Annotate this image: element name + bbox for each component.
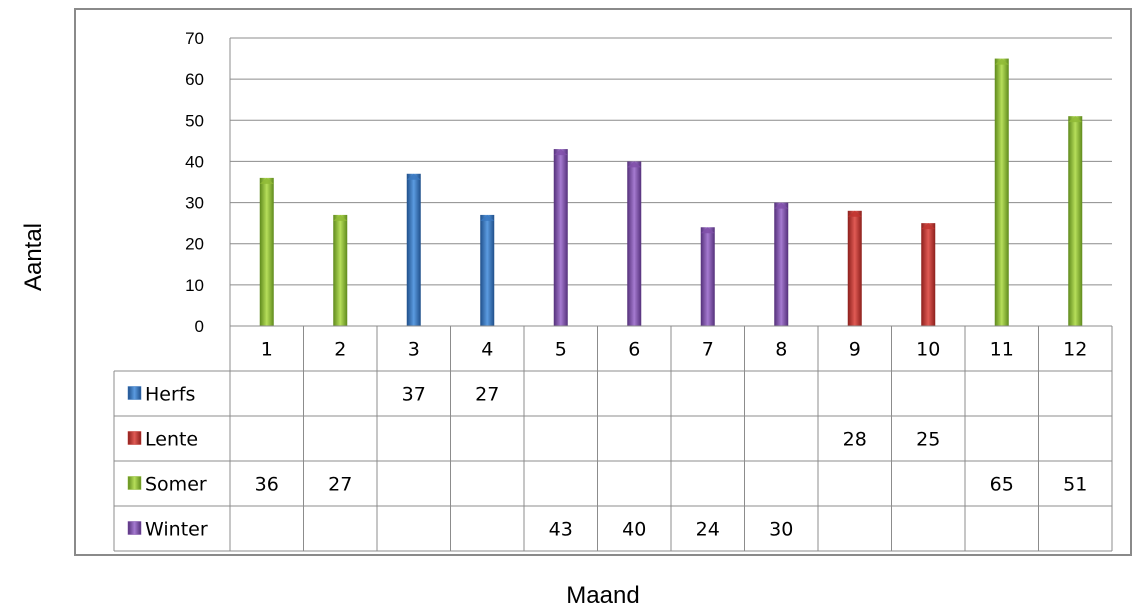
legend-key-somer <box>127 476 142 490</box>
bar <box>480 214 495 326</box>
bar <box>847 210 862 326</box>
bar-cap <box>480 214 495 221</box>
y-tick-label: 40 <box>185 152 204 171</box>
bar-cap <box>627 161 642 168</box>
x-tick-label: 1 <box>261 339 273 361</box>
legend-key-herfs <box>127 386 142 400</box>
bar-cap <box>847 210 862 217</box>
y-tick-label: 30 <box>185 194 204 213</box>
gridlines <box>229 37 1112 326</box>
bar <box>994 58 1009 326</box>
bar-body <box>847 210 862 326</box>
bar-cap <box>921 223 936 230</box>
x-tick-label: 5 <box>555 339 567 361</box>
y-tick-label: 20 <box>185 235 204 254</box>
y-tick-label: 60 <box>185 70 204 89</box>
y-tick-label: 10 <box>185 276 204 295</box>
bar-body <box>994 58 1009 326</box>
data-label: 40 <box>622 519 646 541</box>
x-tick-label: 3 <box>408 339 420 361</box>
x-tick-label: 10 <box>916 339 940 361</box>
bar-cap <box>1068 116 1083 123</box>
bar-body <box>700 227 715 326</box>
bar-cap <box>774 202 789 209</box>
legend-label-lente: Lente <box>145 429 198 451</box>
x-tick-label: 2 <box>334 339 346 361</box>
data-label: 51 <box>1063 474 1087 496</box>
bar <box>700 227 715 326</box>
y-tick-labels: 0 10 20 30 40 50 60 70 <box>185 29 204 336</box>
x-tick-label: 8 <box>775 339 787 361</box>
bar <box>333 214 348 326</box>
bar-body <box>480 214 495 326</box>
legend-key-lente <box>127 431 142 445</box>
bar-cap <box>259 177 274 184</box>
bar-body <box>627 161 642 326</box>
data-label: 65 <box>990 474 1014 496</box>
legend-label-herfs: Herfs <box>145 384 195 406</box>
x-tick-label: 6 <box>628 339 640 361</box>
bar-body <box>1068 116 1083 327</box>
legend-key-winter <box>127 521 142 535</box>
bar-body <box>774 202 789 326</box>
bar-body <box>259 177 274 326</box>
data-label: 30 <box>769 519 793 541</box>
x-tick-label: 7 <box>702 339 714 361</box>
bar-body <box>333 214 348 326</box>
data-label: 24 <box>696 519 720 541</box>
bar-cap <box>994 58 1009 65</box>
data-label: 27 <box>475 384 499 406</box>
data-label: 43 <box>549 519 573 541</box>
x-tick-label: 4 <box>481 339 493 361</box>
bar <box>627 161 642 326</box>
legend-label-somer: Somer <box>145 474 207 496</box>
y-tick-label: 50 <box>185 111 204 130</box>
data-label: 25 <box>916 429 940 451</box>
data-label: 28 <box>843 429 867 451</box>
bar <box>259 177 274 326</box>
x-tick-label: 11 <box>990 339 1014 361</box>
bar-cap <box>553 149 568 156</box>
data-label: 27 <box>328 474 352 496</box>
bar-body <box>553 149 568 326</box>
x-tick-label: 9 <box>849 339 861 361</box>
data-label: 37 <box>402 384 426 406</box>
bar <box>553 149 568 326</box>
bar <box>1068 116 1083 327</box>
legend-label-winter: Winter <box>145 519 208 541</box>
data-label: 36 <box>255 474 279 496</box>
bar <box>774 202 789 326</box>
x-axis-label: Maand <box>566 582 640 609</box>
y-tick-label: 0 <box>195 317 204 336</box>
bar <box>406 173 421 326</box>
bar-body <box>406 173 421 326</box>
bar-body <box>921 223 936 326</box>
bars <box>259 58 1083 327</box>
y-tick-label: 70 <box>185 29 204 48</box>
bar-cap <box>333 214 348 221</box>
bar <box>921 223 936 326</box>
bar-cap <box>406 173 421 180</box>
x-tick-label: 12 <box>1063 339 1087 361</box>
bar-cap <box>700 227 715 234</box>
chart-frame: 0 10 20 30 40 50 60 70 1 2 3 4 5 6 7 8 9 10 11 12 Herfs 37 27… <box>74 8 1132 556</box>
y-axis-label: Aantal <box>20 222 47 292</box>
